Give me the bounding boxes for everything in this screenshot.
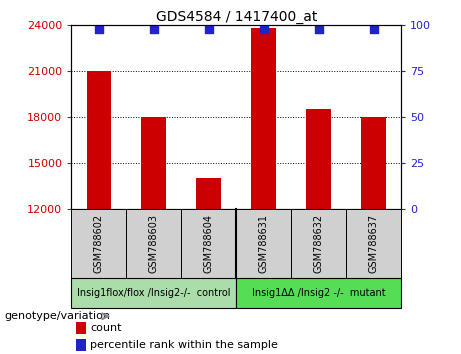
Text: count: count (90, 323, 121, 333)
Bar (142, 117, 166, 209)
Bar (236, 209, 291, 278)
Bar (181, 209, 236, 278)
Text: Insig1flox/flox /Insig2-/-  control: Insig1flox/flox /Insig2-/- control (77, 288, 230, 298)
Point (315, 27, 322, 32)
Bar (76, 322, 86, 334)
Text: genotype/variation: genotype/variation (5, 311, 111, 321)
Text: GSM788604: GSM788604 (204, 214, 214, 273)
Point (370, 27, 377, 32)
Bar (251, 28, 276, 209)
Text: GSM788602: GSM788602 (94, 214, 104, 273)
Text: GSM788637: GSM788637 (369, 214, 378, 273)
Bar (346, 209, 401, 278)
Bar (291, 209, 346, 278)
Bar (71, 278, 236, 308)
Text: Insig1ΔΔ /Insig2 -/-  mutant: Insig1ΔΔ /Insig2 -/- mutant (252, 288, 385, 298)
Point (260, 27, 267, 32)
Point (95, 27, 103, 32)
Text: GSM788632: GSM788632 (313, 214, 324, 273)
Title: GDS4584 / 1417400_at: GDS4584 / 1417400_at (155, 10, 317, 24)
Bar (87, 71, 111, 209)
Bar (71, 209, 126, 278)
Bar (306, 109, 331, 209)
Bar (126, 209, 181, 278)
Bar (236, 278, 401, 308)
Text: GSM788631: GSM788631 (259, 214, 269, 273)
Bar (76, 339, 86, 351)
Bar (361, 117, 386, 209)
Point (150, 27, 158, 32)
Text: percentile rank within the sample: percentile rank within the sample (90, 340, 278, 350)
Point (205, 27, 213, 32)
Bar (196, 178, 221, 209)
Text: GSM788603: GSM788603 (149, 214, 159, 273)
